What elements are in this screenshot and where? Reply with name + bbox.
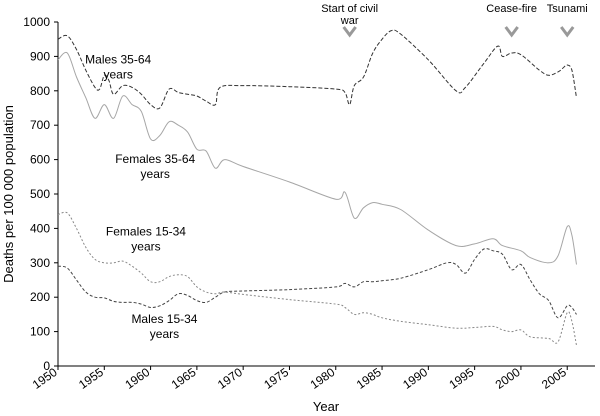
x-tick-label: 1970 xyxy=(215,365,245,392)
series-line-females-35-64-years xyxy=(57,51,577,265)
x-tick-label: 1965 xyxy=(169,365,199,392)
x-ticks: 1950 1955 1960 1965 1970 1975 1980 1985 1990 1995… xyxy=(30,365,569,392)
x-axis-title: Year xyxy=(313,399,340,414)
series-labels: Males 35-64 years Females 35-64 years Female… xyxy=(85,52,198,341)
y-tick-label: 600 xyxy=(30,153,50,167)
x-tick-label: 1950 xyxy=(30,365,60,392)
event-label: Tsunami xyxy=(547,3,588,15)
x-tick-label: 1960 xyxy=(122,365,152,392)
y-tick-label: 900 xyxy=(30,49,50,63)
event-label: Start of civil war xyxy=(321,3,378,27)
x-tick-label: 1975 xyxy=(261,365,291,392)
x-tick-label: 1995 xyxy=(446,365,476,392)
y-tick-label: 400 xyxy=(30,221,50,235)
x-tick-label: 1990 xyxy=(400,365,430,392)
y-tick-label: 300 xyxy=(30,256,50,270)
series-label: Females 15-34 years xyxy=(106,224,186,253)
y-tick-label: 1000 xyxy=(23,15,50,29)
series-label: Males 35-64 years xyxy=(85,52,151,81)
x-tick-label: 2000 xyxy=(493,365,523,392)
chevron-down-icon xyxy=(504,26,519,38)
event-annotation: Cease-fire xyxy=(486,3,537,38)
y-tick-label: 100 xyxy=(30,325,50,339)
y-tick-label: 200 xyxy=(30,290,50,304)
series-line-males-15-34-years xyxy=(57,248,577,319)
y-tick-label: 800 xyxy=(30,84,50,98)
chevron-down-icon xyxy=(342,26,357,38)
series-lines xyxy=(57,29,577,346)
event-annotation: Tsunami xyxy=(547,3,588,38)
chevron-down-icon xyxy=(560,26,575,38)
y-tick-label: 0 xyxy=(43,359,50,373)
series-label: Females 35-64 years xyxy=(115,152,195,181)
event-label: Cease-fire xyxy=(486,3,537,15)
series-label: Males 15-34 years xyxy=(131,312,197,341)
y-axis-title: Deaths per 100 000 population xyxy=(1,105,16,283)
x-tick-label: 1980 xyxy=(308,365,338,392)
x-tick-label: 2005 xyxy=(539,365,569,392)
event-annotation: Start of civil war xyxy=(321,3,378,38)
x-tick-label: 1985 xyxy=(354,365,384,392)
series-line-males-35-64-years xyxy=(57,29,577,110)
y-tick-label: 700 xyxy=(30,118,50,132)
x-tick-label: 1955 xyxy=(76,365,106,392)
y-tick-label: 500 xyxy=(30,187,50,201)
y-ticks: 0 100 200 300 400 500 600 700 800 900 1000 xyxy=(23,15,58,373)
event-annotations: Start of civil war Cease-fire Tsunami xyxy=(321,3,588,38)
